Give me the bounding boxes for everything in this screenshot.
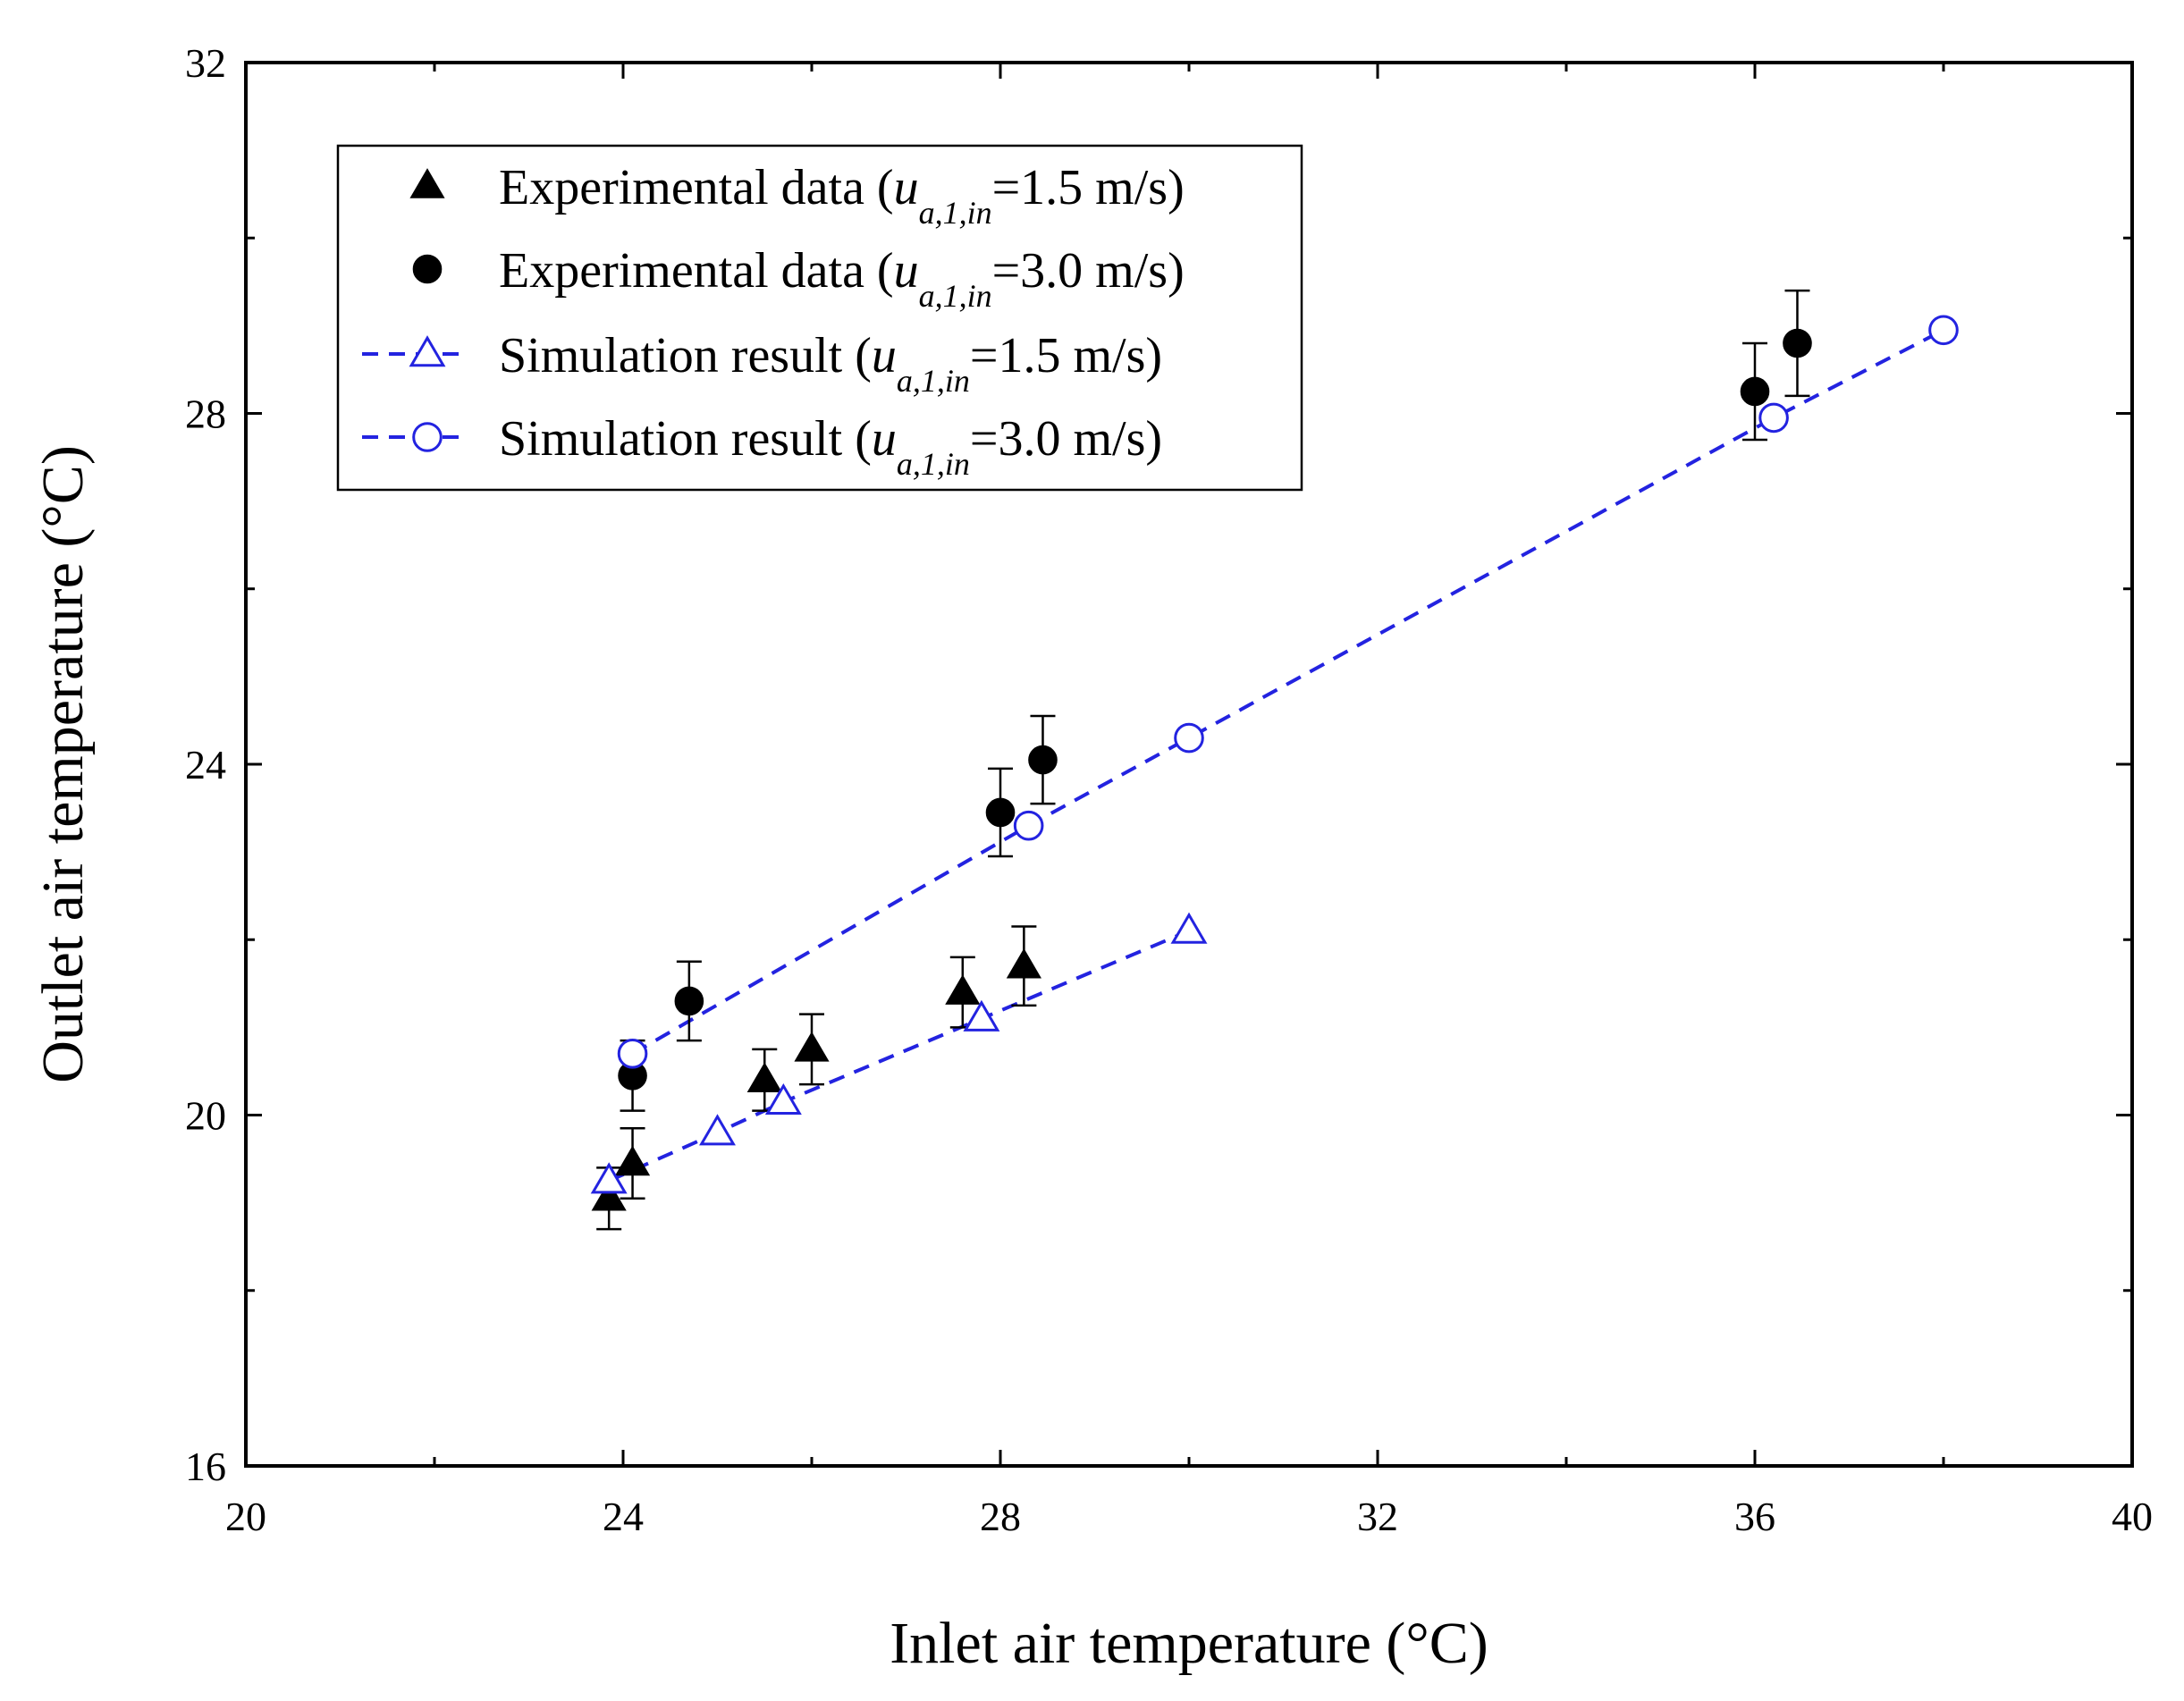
data-point-s0 bbox=[794, 1032, 830, 1062]
x-tick-label: 28 bbox=[980, 1494, 1021, 1539]
x-axis-title: Inlet air temperature (°C) bbox=[890, 1611, 1488, 1676]
plot-frame bbox=[244, 61, 2134, 1468]
data-point-s1 bbox=[1783, 328, 1812, 358]
data-point-s2 bbox=[764, 1082, 802, 1116]
data-point-s1 bbox=[674, 986, 704, 1016]
legend-label: Experimental data (ua,1,in=1.5 m/s) bbox=[499, 160, 1185, 231]
data-point-s2 bbox=[963, 999, 1000, 1032]
data-point-s1 bbox=[1740, 376, 1770, 407]
data-point-s0 bbox=[591, 1180, 627, 1211]
y-tick-label: 28 bbox=[185, 392, 226, 437]
y-axis-title: Outlet air temperature (°C) bbox=[30, 445, 96, 1083]
data-point-s0 bbox=[614, 1145, 651, 1176]
legend-box bbox=[336, 144, 1303, 492]
data-point-s1 bbox=[985, 797, 1016, 828]
data-points bbox=[590, 289, 1959, 1231]
x-tick-label: 24 bbox=[603, 1494, 644, 1539]
series-line-3 bbox=[631, 328, 1944, 1056]
tick-labels: 20 24 28 32 36 40 16 20 24 28 32 bbox=[185, 40, 2153, 1539]
legend-marker bbox=[412, 422, 443, 452]
data-point-s3 bbox=[617, 1039, 648, 1069]
data-point-s1 bbox=[1028, 745, 1058, 775]
y-tick-label: 20 bbox=[185, 1093, 226, 1139]
data-point-s0 bbox=[1006, 947, 1041, 979]
legend-marker bbox=[409, 168, 445, 198]
x-tick-label: 36 bbox=[1734, 1494, 1775, 1539]
data-point-s3 bbox=[1174, 722, 1204, 754]
x-tick-label: 40 bbox=[2112, 1494, 2153, 1539]
legend-label: Experimental data (ua,1,in=3.0 m/s) bbox=[499, 243, 1185, 314]
y-tick-label: 24 bbox=[185, 742, 226, 787]
data-point-s3 bbox=[1928, 315, 1959, 346]
data-point-s2 bbox=[1170, 912, 1208, 944]
y-tick-label: 32 bbox=[185, 40, 226, 86]
legend-marker bbox=[409, 335, 446, 367]
data-point-s2 bbox=[699, 1114, 736, 1146]
data-point-s3 bbox=[1013, 810, 1044, 841]
y-tick-label: 16 bbox=[185, 1444, 226, 1489]
data-point-s3 bbox=[1758, 402, 1789, 434]
x-tick-label: 20 bbox=[225, 1494, 266, 1539]
legend-marker bbox=[412, 254, 443, 284]
data-point-s0 bbox=[746, 1062, 782, 1092]
data-point-s0 bbox=[945, 974, 981, 1005]
legend-label: Simulation result (ua,1,in=3.0 m/s) bbox=[499, 411, 1162, 482]
legend-label: Simulation result (ua,1,in=1.5 m/s) bbox=[499, 328, 1162, 399]
data-point-s2 bbox=[590, 1162, 628, 1194]
legend: Experimental data (ua,1,in=1.5 m/s) Exper… bbox=[336, 144, 1303, 492]
x-tick-label: 32 bbox=[1357, 1494, 1398, 1539]
